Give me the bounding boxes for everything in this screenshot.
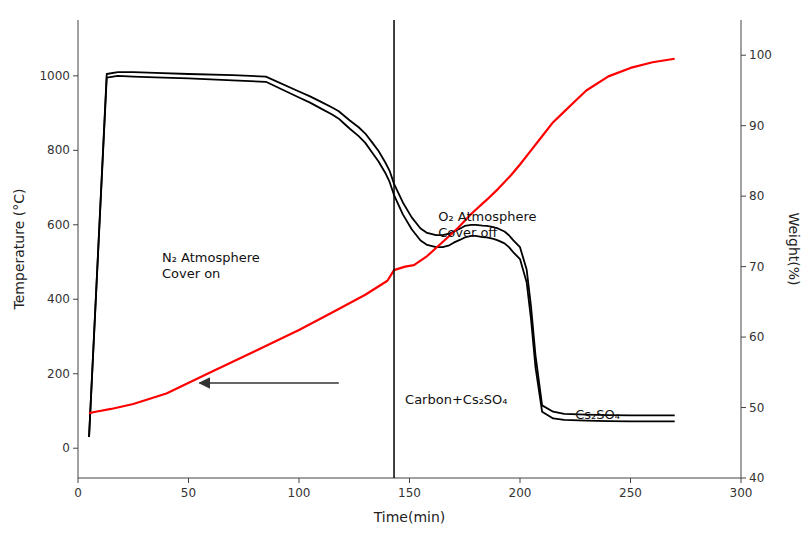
y2-tick-label: 70 bbox=[749, 260, 764, 274]
x-tick-label: 300 bbox=[730, 486, 753, 500]
plot-area bbox=[89, 20, 675, 478]
y2-tick-label: 60 bbox=[749, 330, 764, 344]
y2-tick bbox=[741, 125, 746, 126]
y-tick-label: 200 bbox=[47, 367, 70, 381]
y-tick bbox=[73, 448, 78, 449]
annotation: N₂ AtmosphereCover on bbox=[162, 250, 260, 281]
y2-tick bbox=[741, 196, 746, 197]
temperature-line bbox=[89, 72, 675, 437]
y2-tick-label: 100 bbox=[749, 48, 772, 62]
y2-axis-label: Weight(%) bbox=[786, 212, 802, 285]
y-axis-label: Temperature (°C) bbox=[11, 189, 27, 311]
x-axis-label: Time(min) bbox=[373, 509, 446, 525]
y2-tick bbox=[741, 266, 746, 267]
x-tick bbox=[188, 478, 189, 483]
y2-tick bbox=[741, 337, 746, 338]
x-tick-label: 150 bbox=[398, 486, 421, 500]
y-tick bbox=[73, 224, 78, 225]
x-tick-label: 100 bbox=[288, 486, 311, 500]
y2-tick bbox=[741, 55, 746, 56]
y-tick bbox=[73, 150, 78, 151]
y2-tick-label: 80 bbox=[749, 189, 764, 203]
y-tick-label: 600 bbox=[47, 218, 70, 232]
annotation-line: O₂ Atmosphere bbox=[438, 209, 536, 224]
y-tick bbox=[73, 373, 78, 374]
x-tick bbox=[741, 478, 742, 483]
y2-axis-line bbox=[741, 20, 742, 478]
y-tick-label: 0 bbox=[62, 441, 70, 455]
x-tick-label: 0 bbox=[74, 486, 82, 500]
x-tick bbox=[299, 478, 300, 483]
weight-line bbox=[89, 59, 675, 413]
x-tick bbox=[630, 478, 631, 483]
divider-line bbox=[393, 20, 395, 478]
annotation-line: N₂ Atmosphere bbox=[162, 250, 260, 265]
x-tick bbox=[520, 478, 521, 483]
y-tick-label: 400 bbox=[47, 292, 70, 306]
y2-tick-label: 50 bbox=[749, 401, 764, 415]
annotation: Cs₂SO₄ bbox=[575, 407, 620, 422]
y-tick bbox=[73, 299, 78, 300]
x-tick-label: 200 bbox=[509, 486, 532, 500]
y-tick-label: 800 bbox=[47, 143, 70, 157]
y-tick bbox=[73, 75, 78, 76]
x-tick bbox=[409, 478, 410, 483]
annotation-line: Carbon+Cs₂SO₄ bbox=[405, 392, 507, 407]
annotation-line: Cs₂SO₄ bbox=[575, 407, 620, 422]
x-tick bbox=[78, 478, 79, 483]
y2-tick-label: 90 bbox=[749, 119, 764, 133]
annotation: Carbon+Cs₂SO₄ bbox=[405, 392, 507, 407]
x-tick-label: 50 bbox=[181, 486, 196, 500]
annotation: O₂ AtmosphereCover off bbox=[438, 209, 536, 240]
y2-tick bbox=[741, 407, 746, 408]
y-tick-label: 1000 bbox=[39, 69, 70, 83]
y-axis-line bbox=[78, 20, 79, 478]
x-tick-label: 250 bbox=[619, 486, 642, 500]
y2-tick-label: 40 bbox=[749, 471, 764, 485]
annotation-line: Cover off bbox=[438, 225, 498, 240]
chart: 0 50 100 150 200 250 300 0 200 400 600 800 1000 40 50 6… bbox=[0, 0, 811, 536]
annotation-line: Cover on bbox=[162, 266, 220, 281]
temperature-line bbox=[89, 76, 675, 437]
y2-tick bbox=[741, 478, 746, 479]
arrow bbox=[200, 382, 339, 384]
